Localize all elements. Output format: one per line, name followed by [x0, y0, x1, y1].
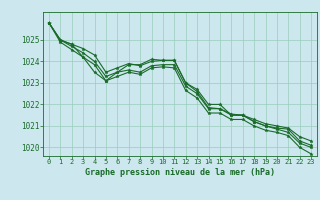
- X-axis label: Graphe pression niveau de la mer (hPa): Graphe pression niveau de la mer (hPa): [85, 168, 275, 177]
